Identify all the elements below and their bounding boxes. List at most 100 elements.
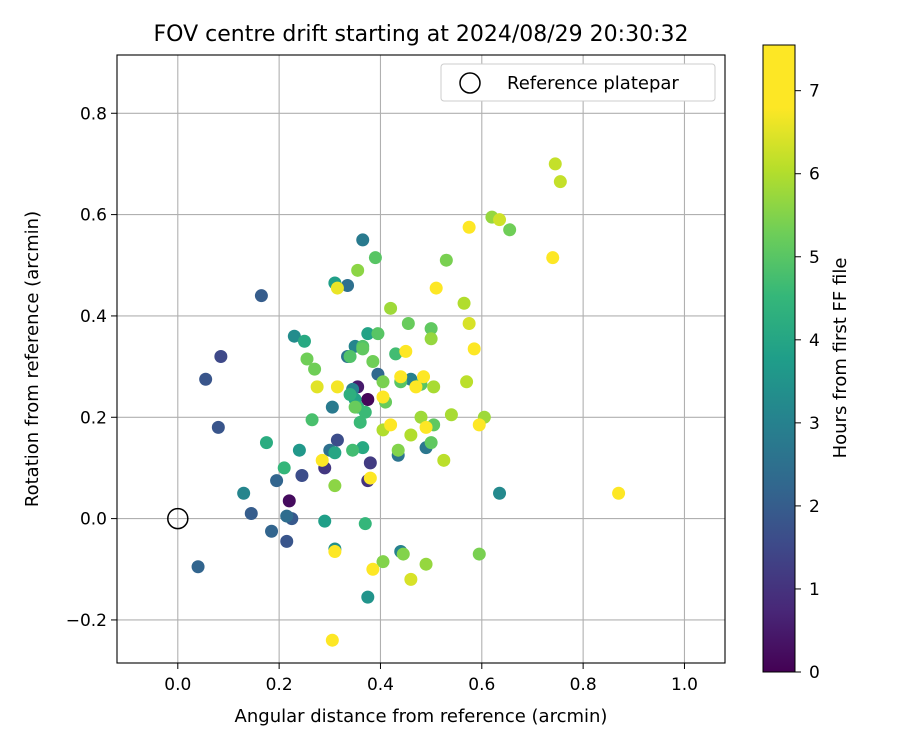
data-point	[191, 560, 205, 574]
data-point	[437, 453, 451, 467]
x-tick-label: 0.0	[164, 675, 191, 695]
data-point	[244, 507, 258, 521]
data-point	[419, 557, 433, 571]
reference-platepar-marker	[167, 507, 189, 530]
data-point	[341, 279, 355, 293]
data-point	[376, 390, 390, 404]
data-point	[356, 342, 370, 356]
data-point	[472, 547, 486, 561]
legend-box	[440, 63, 716, 102]
data-point	[305, 413, 319, 427]
colorbar-gradient	[762, 44, 796, 673]
x-tick-label: 1.0	[671, 675, 698, 695]
colorbar-tick-label: 6	[809, 165, 820, 185]
data-point	[356, 441, 370, 455]
data-point	[308, 362, 322, 376]
data-point	[396, 547, 410, 561]
data-point	[419, 420, 433, 434]
y-tick-label: 0.4	[80, 307, 107, 327]
data-point	[424, 332, 438, 346]
data-point	[439, 253, 453, 267]
data-point	[280, 509, 294, 523]
data-point	[493, 486, 507, 500]
data-point	[287, 329, 301, 343]
y-tick-label: 0.8	[80, 104, 107, 124]
data-point	[427, 380, 441, 394]
data-point	[214, 349, 228, 363]
data-point	[265, 524, 279, 538]
data-point	[366, 355, 380, 369]
data-point	[404, 572, 418, 586]
grid: 0.0 0.2 0.4 0.6 0.8 1.0 −0.2 0.0 0.2 0.4 0.6 0.8	[66, 55, 725, 695]
y-tick-label: 0.2	[80, 408, 107, 428]
data-point	[391, 443, 405, 457]
y-axis-label: Rotation from reference (arcmin)	[22, 211, 43, 507]
data-point	[368, 251, 382, 265]
data-point	[612, 486, 626, 500]
data-point	[399, 344, 413, 358]
colorbar-tick-label: 2	[809, 497, 820, 517]
data-point	[310, 380, 324, 394]
data-point	[503, 223, 517, 237]
data-point	[361, 590, 375, 604]
x-tick-label: 0.8	[570, 675, 597, 695]
data-point	[297, 334, 311, 348]
data-point	[330, 433, 344, 447]
data-point	[328, 479, 342, 493]
data-point	[328, 545, 342, 559]
data-point	[363, 471, 377, 485]
data-point	[384, 301, 398, 315]
data-point	[553, 175, 567, 189]
data-point	[358, 405, 372, 419]
data-point	[462, 317, 476, 331]
data-point	[414, 410, 428, 424]
data-point	[328, 446, 342, 460]
legend-entry-reference: Reference platepar	[507, 73, 679, 94]
data-point	[348, 400, 362, 414]
data-point	[371, 327, 385, 341]
data-point	[282, 494, 296, 508]
data-point	[280, 534, 294, 548]
data-point	[363, 456, 377, 470]
data-point	[546, 251, 560, 265]
x-tick-label: 0.2	[266, 675, 293, 695]
plot-frame	[116, 54, 726, 664]
colorbar-tick-label: 0	[809, 663, 820, 683]
data-point	[389, 347, 403, 361]
data-point	[343, 387, 357, 401]
colorbar-tick-label: 1	[809, 580, 820, 600]
y-tick-label: −0.2	[66, 611, 107, 631]
x-axis-label: Angular distance from reference (arcmin)	[235, 706, 608, 727]
data-points	[191, 157, 626, 647]
data-point	[424, 436, 438, 450]
x-tick-label: 0.6	[468, 675, 495, 695]
data-point	[394, 370, 408, 384]
data-point	[366, 562, 380, 576]
data-point	[444, 408, 458, 422]
data-point	[254, 289, 268, 303]
data-point	[353, 415, 367, 429]
data-point	[409, 380, 423, 394]
data-point	[417, 370, 431, 384]
data-point	[343, 349, 357, 363]
data-point	[424, 322, 438, 336]
data-point	[376, 375, 390, 389]
data-point	[358, 517, 372, 531]
data-point	[330, 380, 344, 394]
colorbar-tick-label: 5	[809, 248, 820, 268]
y-tick-label: 0.0	[80, 510, 107, 530]
data-point	[330, 281, 344, 295]
data-point	[270, 474, 284, 488]
reference-layer	[167, 507, 189, 530]
data-point	[211, 420, 225, 434]
legend: Reference platepar	[440, 63, 716, 102]
data-point	[237, 486, 251, 500]
data-point	[292, 443, 306, 457]
data-point	[300, 352, 314, 366]
data-point	[457, 296, 471, 310]
legend-marker-hollow-circle	[459, 72, 481, 94]
colorbar-ticks: 0 1 2 3 4 5 6 7	[795, 82, 820, 683]
colorbar-tick-label: 3	[809, 414, 820, 434]
data-point	[361, 393, 375, 407]
data-point	[384, 418, 398, 432]
